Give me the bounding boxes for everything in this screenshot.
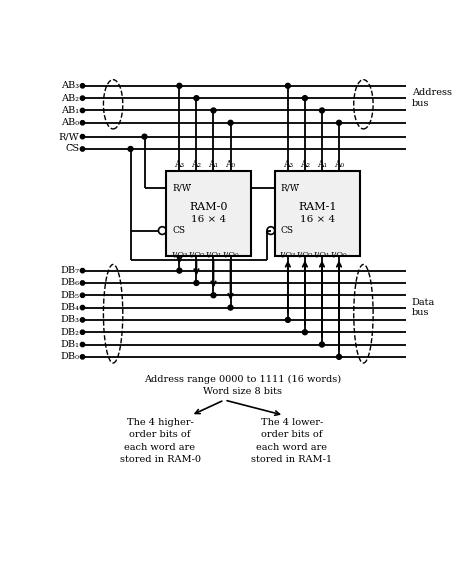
Text: DB₆: DB₆ (60, 278, 80, 288)
Circle shape (228, 305, 233, 310)
Circle shape (128, 146, 133, 152)
Text: A₃: A₃ (283, 160, 293, 169)
Circle shape (80, 318, 85, 322)
Text: Word size 8 bits: Word size 8 bits (203, 387, 283, 396)
Circle shape (80, 108, 85, 113)
Circle shape (228, 121, 233, 125)
Circle shape (142, 134, 147, 139)
Text: A₀: A₀ (334, 160, 344, 169)
Text: R/W̅: R/W̅ (281, 184, 300, 193)
Circle shape (285, 317, 291, 323)
Text: DB₃: DB₃ (60, 315, 80, 324)
Text: A₀: A₀ (226, 160, 236, 169)
Text: CS: CS (173, 226, 185, 235)
Circle shape (319, 108, 325, 113)
Bar (275, 171, 360, 256)
Text: Data
bus: Data bus (412, 298, 435, 317)
Circle shape (177, 268, 182, 273)
Circle shape (177, 83, 182, 88)
Text: I/O₃: I/O₃ (280, 251, 296, 259)
Circle shape (80, 293, 85, 297)
Circle shape (194, 96, 199, 100)
Circle shape (80, 134, 85, 139)
Circle shape (337, 354, 341, 359)
Text: A₁: A₁ (317, 160, 327, 169)
Bar (166, 171, 251, 256)
Text: AB₀: AB₀ (61, 118, 80, 127)
Circle shape (194, 281, 199, 285)
Circle shape (302, 329, 308, 335)
Text: DB₀: DB₀ (60, 352, 80, 362)
Text: 16 × 4: 16 × 4 (300, 215, 335, 223)
Text: CS: CS (281, 226, 294, 235)
Circle shape (80, 330, 85, 335)
Text: RAM-1: RAM-1 (298, 203, 337, 212)
Circle shape (285, 83, 291, 88)
Circle shape (80, 355, 85, 359)
Text: DB₇: DB₇ (60, 266, 80, 275)
Text: AB₂: AB₂ (62, 94, 80, 103)
Text: A₂: A₂ (300, 160, 310, 169)
Circle shape (80, 121, 85, 125)
Circle shape (211, 293, 216, 298)
Circle shape (319, 342, 325, 347)
Circle shape (80, 269, 85, 273)
Text: The 4 higher-
order bits of
each word are
stored in RAM-0: The 4 higher- order bits of each word ar… (119, 418, 201, 464)
Circle shape (302, 96, 308, 100)
Text: DB₄: DB₄ (60, 303, 80, 312)
Text: 16 × 4: 16 × 4 (191, 215, 227, 223)
Text: I/O₀: I/O₀ (331, 251, 347, 259)
Circle shape (80, 281, 85, 285)
Text: Address
bus: Address bus (412, 88, 452, 108)
Circle shape (80, 342, 85, 347)
Text: R/W̅: R/W̅ (173, 184, 191, 193)
Text: AB₃: AB₃ (61, 82, 80, 90)
Circle shape (211, 108, 216, 113)
Text: I/O₁: I/O₁ (314, 251, 330, 259)
Text: C̅S: C̅S (65, 145, 80, 153)
Circle shape (80, 84, 85, 88)
Text: I/O₂: I/O₂ (297, 251, 313, 259)
Text: DB₁: DB₁ (60, 340, 80, 349)
Text: I/O₁: I/O₁ (205, 251, 222, 259)
Circle shape (337, 121, 341, 125)
Circle shape (80, 96, 85, 100)
Text: I/O₃: I/O₃ (171, 251, 188, 259)
Text: AB₁: AB₁ (61, 106, 80, 115)
Text: I/O₀: I/O₀ (222, 251, 239, 259)
Text: I/O₂: I/O₂ (188, 251, 205, 259)
Text: R/W̅: R/W̅ (59, 132, 80, 141)
Text: DB₂: DB₂ (61, 328, 80, 337)
Circle shape (80, 147, 85, 151)
Text: A₁: A₁ (209, 160, 219, 169)
Text: A₃: A₃ (174, 160, 184, 169)
Text: RAM-0: RAM-0 (190, 203, 228, 212)
Text: The 4 lower-
order bits of
each word are
stored in RAM-1: The 4 lower- order bits of each word are… (251, 418, 332, 464)
Circle shape (80, 305, 85, 310)
Text: A₂: A₂ (191, 160, 201, 169)
Text: DB₅: DB₅ (60, 291, 80, 300)
Text: Address range 0000 to 1111 (16 words): Address range 0000 to 1111 (16 words) (145, 375, 341, 385)
